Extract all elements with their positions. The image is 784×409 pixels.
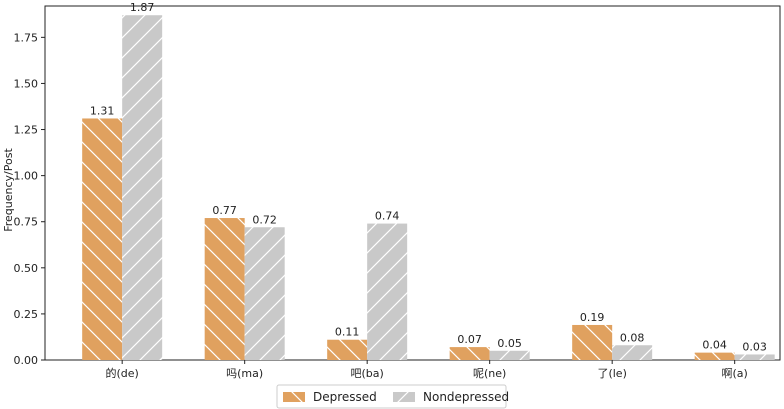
- value-label-nondepressed-2: 0.74: [375, 210, 400, 223]
- value-label-nondepressed-4: 0.08: [620, 331, 645, 344]
- y-tick-label: 1.50: [14, 77, 39, 90]
- bar-depressed-1: [204, 218, 245, 360]
- bar-depressed-0: [82, 118, 123, 360]
- bar-nondepressed-1: [244, 227, 285, 360]
- value-label-depressed-1: 0.77: [212, 204, 237, 217]
- bar-nondepressed-2: [367, 223, 408, 360]
- value-label-depressed-3: 0.07: [457, 333, 482, 346]
- bar-nondepressed-4: [612, 345, 653, 360]
- bar-nondepressed-0: [122, 15, 163, 360]
- value-label-nondepressed-1: 0.72: [252, 213, 277, 226]
- value-label-nondepressed-0: 1.87: [130, 1, 155, 14]
- y-tick-label: 0.00: [14, 354, 39, 367]
- y-tick-label: 0.50: [14, 262, 39, 275]
- bar-depressed-2: [327, 339, 368, 360]
- y-tick-label: 1.25: [14, 124, 39, 137]
- legend-swatch-depressed: [283, 392, 305, 402]
- plot-area: 1.31 1.87 0.77 0.72 0.11 0.74 0.07 0.05 0.19 0.08…: [44, 1, 781, 361]
- y-tick-label: 1.00: [14, 170, 39, 183]
- x-tick-label: 吧(ba): [351, 367, 384, 380]
- value-label-depressed-2: 0.11: [335, 326, 360, 339]
- bar-nondepressed-3: [489, 350, 530, 360]
- legend-label-depressed: Depressed: [313, 390, 377, 404]
- y-tick-label: 0.25: [14, 308, 39, 321]
- plot-frame: [44, 5, 781, 361]
- legend-box: [276, 384, 507, 409]
- legend-label-nondepressed: Nondepressed: [423, 390, 509, 404]
- value-label-nondepressed-5: 0.03: [742, 340, 767, 353]
- value-label-depressed-4: 0.19: [580, 311, 605, 324]
- y-axis: 0.00 0.25 0.50 0.75 1.00 1.25 1.50 1.75: [14, 31, 45, 367]
- bar-depressed-4: [572, 324, 613, 360]
- bar-depressed-3: [449, 347, 490, 360]
- y-tick-label: 0.75: [14, 216, 39, 229]
- bar-nondepressed-5: [734, 354, 775, 360]
- value-label-nondepressed-3: 0.05: [497, 337, 522, 350]
- legend-swatch-nondepressed: [393, 392, 415, 402]
- x-tick-label: 的(de): [106, 366, 139, 380]
- value-label-depressed-0: 1.31: [90, 104, 115, 117]
- x-tick-label: 啊(a): [722, 367, 748, 380]
- y-axis-title: Frequency/Post: [2, 148, 15, 232]
- x-tick-label: 吗(ma): [226, 367, 263, 380]
- legend: Depressed Nondepressed: [276, 384, 509, 409]
- value-label-depressed-5: 0.04: [702, 339, 727, 352]
- x-tick-label: 呢(ne): [473, 367, 506, 380]
- x-axis: 的(de) 吗(ma) 吧(ba) 呢(ne) 了(le) 啊(a): [106, 360, 748, 380]
- y-tick-label: 1.75: [14, 31, 39, 44]
- x-tick-label: 了(le): [597, 367, 626, 380]
- bar-depressed-5: [694, 352, 735, 360]
